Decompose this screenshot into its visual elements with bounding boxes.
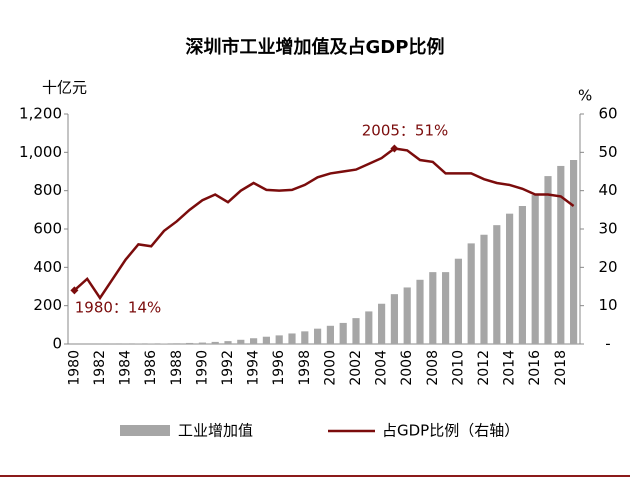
x-tick-label: 2014 <box>502 350 518 386</box>
annotation: 2005：51% <box>362 122 449 140</box>
bar <box>326 325 334 344</box>
bar <box>416 279 424 344</box>
bar <box>442 272 450 344</box>
y2-tick-label: 30 <box>598 220 617 238</box>
bar <box>493 225 501 344</box>
bar <box>429 272 437 344</box>
y-tick-label: 600 <box>33 220 62 238</box>
bar <box>211 341 219 344</box>
bar <box>224 341 232 344</box>
bar <box>506 213 514 344</box>
x-tick-label: 2012 <box>476 350 492 386</box>
bar <box>314 328 322 344</box>
x-tick-label: 2008 <box>425 350 441 386</box>
x-tick-label: 2000 <box>322 350 338 386</box>
legend-label: 工业增加值 <box>178 422 253 440</box>
legend-label: 占GDP比例（右轴） <box>382 422 519 440</box>
bar <box>531 195 539 344</box>
x-tick-label: 1988 <box>169 350 185 386</box>
bar <box>544 176 552 344</box>
y-tick-label: 1,200 <box>19 105 62 123</box>
bar <box>275 335 283 344</box>
bar <box>237 339 245 344</box>
x-tick-label: 2010 <box>450 350 466 386</box>
x-tick-label: 2018 <box>553 350 569 386</box>
y2-tick-label: - <box>605 335 610 353</box>
y2-tick-label: 60 <box>598 105 617 123</box>
bar <box>173 343 181 344</box>
x-tick-label: 1996 <box>271 350 287 386</box>
x-tick-label: 2006 <box>399 350 415 386</box>
x-tick-label: 1994 <box>246 350 262 386</box>
x-tick-label: 1998 <box>297 350 313 386</box>
y2-tick-label: 50 <box>598 143 617 161</box>
bar <box>339 322 347 344</box>
bar <box>454 258 462 344</box>
y-tick-label: 1,000 <box>19 143 62 161</box>
y2-tick-label: 10 <box>598 296 617 314</box>
bar <box>390 294 398 344</box>
bar <box>557 165 565 344</box>
x-tick-label: 2002 <box>348 350 364 386</box>
x-tick-label: 2016 <box>527 350 543 386</box>
bar <box>301 331 309 344</box>
legend-swatch <box>120 425 170 436</box>
bar <box>262 336 270 344</box>
y2-tick-label: 40 <box>598 181 617 199</box>
bar <box>570 160 578 344</box>
bar <box>186 342 194 344</box>
x-tick-label: 1986 <box>143 350 159 386</box>
bar <box>365 311 373 344</box>
x-tick-label: 2004 <box>374 350 390 386</box>
x-tick-label: 1980 <box>66 350 82 386</box>
y2-tick-label: 20 <box>598 258 617 276</box>
bar <box>467 243 475 344</box>
y2-axis-label: % <box>578 87 592 105</box>
bar <box>378 303 386 344</box>
bar <box>480 234 488 344</box>
x-tick-label: 1992 <box>220 350 236 386</box>
y-tick-label: 200 <box>33 296 62 314</box>
line-series <box>73 147 575 301</box>
bar <box>403 287 411 344</box>
x-tick-label: 1984 <box>118 350 134 386</box>
bar <box>288 333 296 344</box>
x-tick-label: 1990 <box>194 350 210 386</box>
bar <box>198 342 206 344</box>
bar <box>352 318 360 344</box>
y-axis-label: 十亿元 <box>42 79 87 97</box>
x-tick-label: 1982 <box>92 350 108 386</box>
y-tick-label: 800 <box>33 181 62 199</box>
bar <box>250 338 258 344</box>
bar <box>518 206 526 344</box>
annotation: 1980：14% <box>75 299 162 317</box>
highlight-marker <box>390 144 399 153</box>
y-tick-label: 0 <box>52 335 62 353</box>
highlight-marker <box>70 286 79 295</box>
y-tick-label: 400 <box>33 258 62 276</box>
chart-title: 深圳市工业增加值及占GDP比例 <box>186 36 445 58</box>
